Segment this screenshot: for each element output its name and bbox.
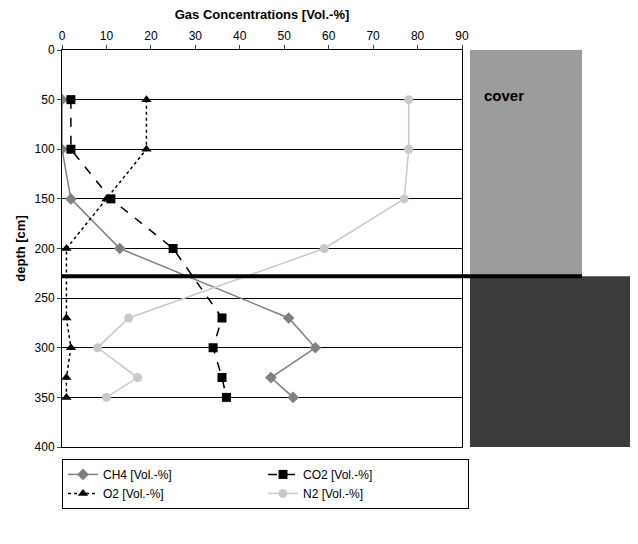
svg-text:50: 50 bbox=[278, 29, 292, 43]
svg-text:400: 400 bbox=[35, 440, 55, 454]
svg-text:N2 [Vol.-%]: N2 [Vol.-%] bbox=[303, 487, 363, 501]
svg-text:CH4 [Vol.-%]: CH4 [Vol.-%] bbox=[103, 468, 172, 482]
svg-text:50: 50 bbox=[41, 93, 55, 107]
svg-text:cover: cover bbox=[484, 87, 524, 104]
svg-text:20: 20 bbox=[144, 29, 158, 43]
svg-text:0: 0 bbox=[48, 43, 55, 57]
svg-text:O2 [Vol.-%]: O2 [Vol.-%] bbox=[103, 487, 164, 501]
svg-text:100: 100 bbox=[35, 142, 55, 156]
svg-text:40: 40 bbox=[233, 29, 247, 43]
svg-text:250: 250 bbox=[35, 291, 55, 305]
svg-text:60: 60 bbox=[322, 29, 336, 43]
svg-text:10: 10 bbox=[100, 29, 114, 43]
svg-text:CO2 [Vol.-%]: CO2 [Vol.-%] bbox=[303, 468, 372, 482]
svg-text:150: 150 bbox=[35, 192, 55, 206]
svg-text:30: 30 bbox=[189, 29, 203, 43]
svg-text:90: 90 bbox=[455, 29, 469, 43]
svg-text:350: 350 bbox=[35, 391, 55, 405]
svg-text:depth [cm]: depth [cm] bbox=[13, 215, 28, 281]
svg-text:70: 70 bbox=[366, 29, 380, 43]
svg-text:0: 0 bbox=[59, 29, 66, 43]
svg-text:300: 300 bbox=[35, 341, 55, 355]
svg-text:200: 200 bbox=[35, 242, 55, 256]
svg-text:80: 80 bbox=[411, 29, 425, 43]
svg-text:Gas Concentrations [Vol.-%]: Gas Concentrations [Vol.-%] bbox=[175, 7, 350, 22]
